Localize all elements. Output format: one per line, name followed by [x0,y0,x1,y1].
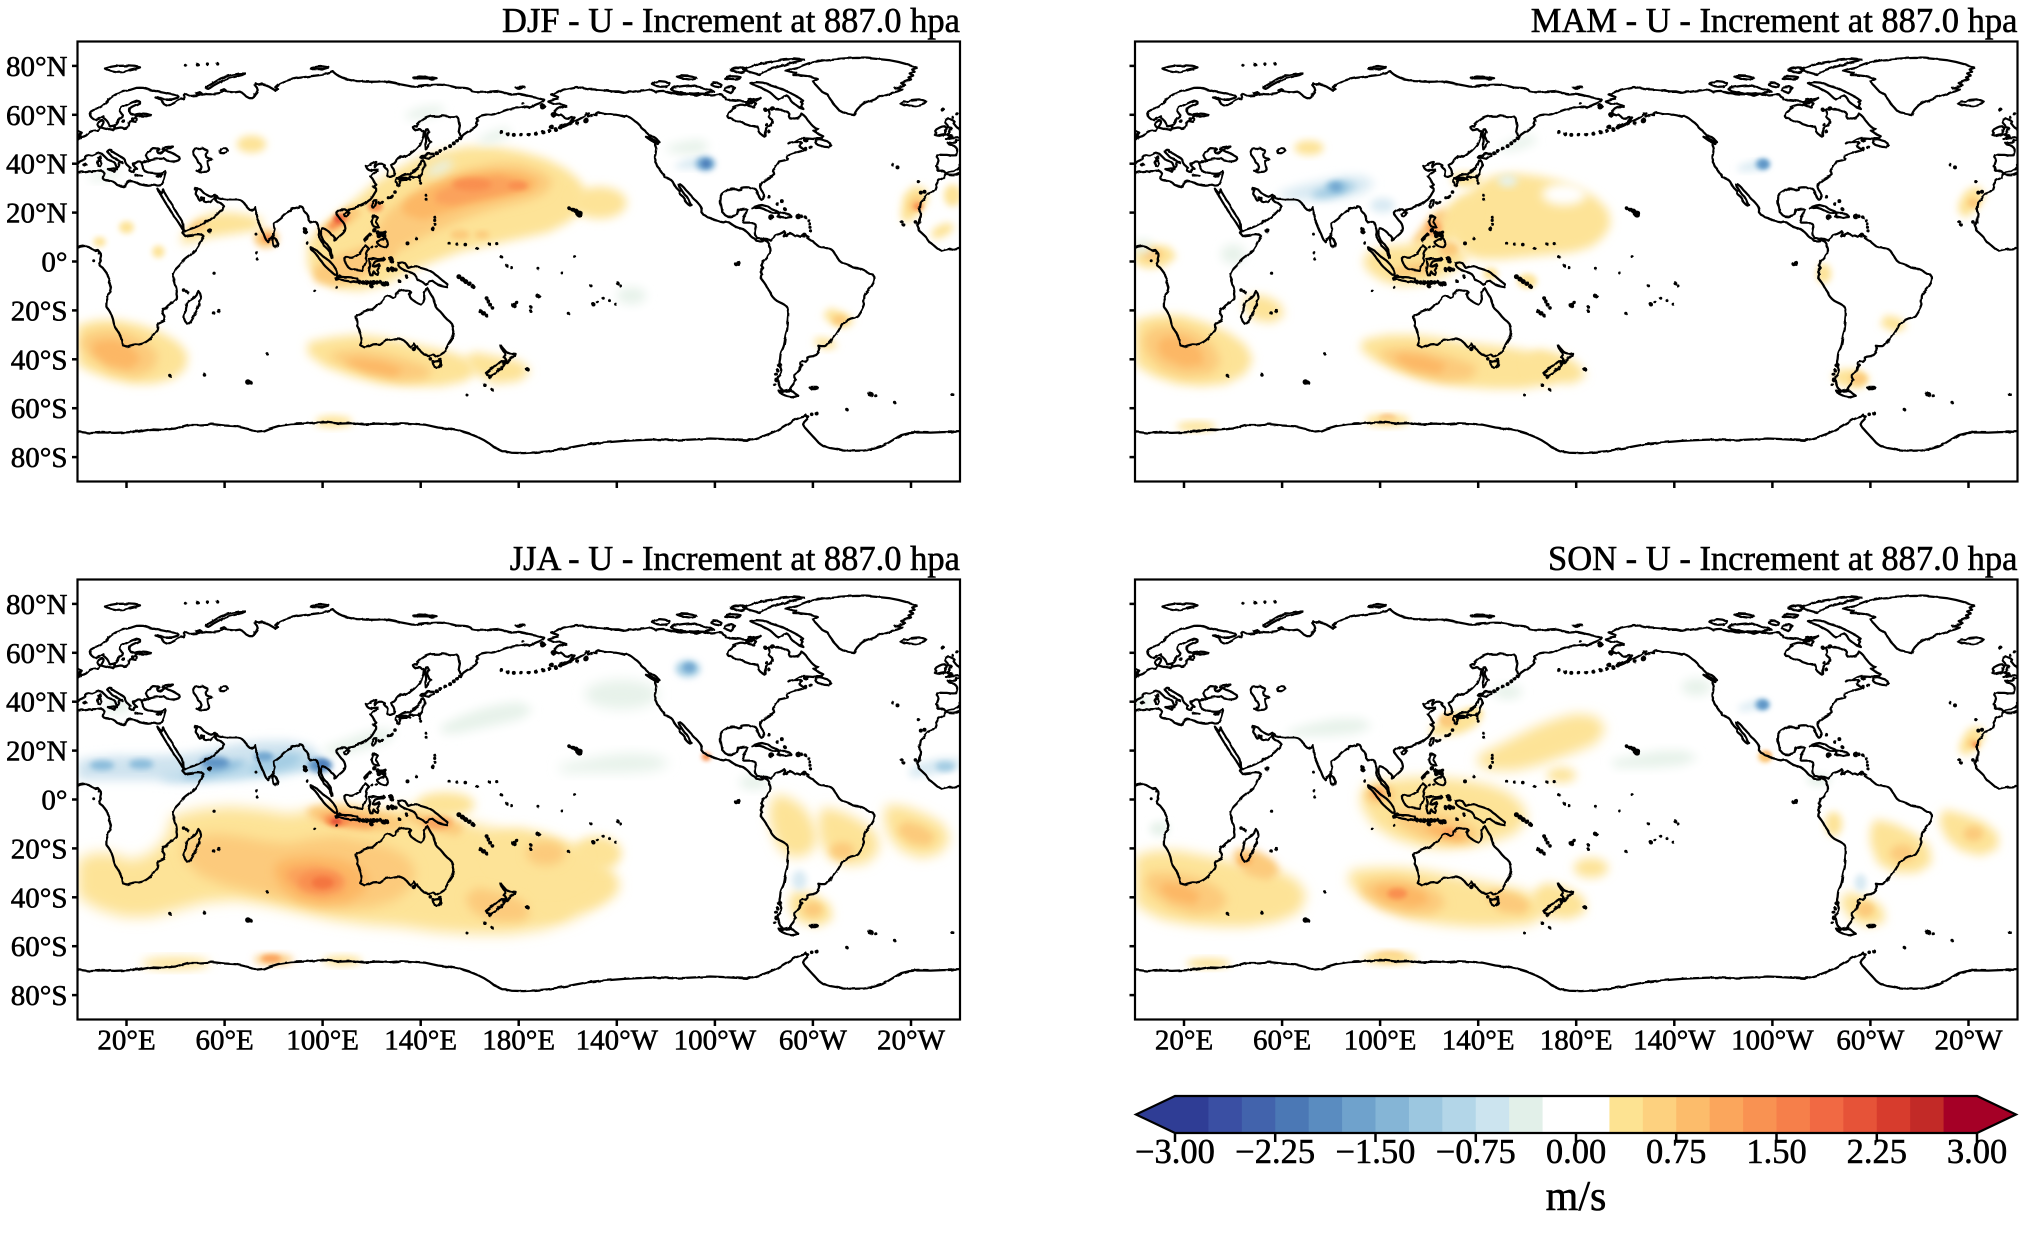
svg-text:180°E: 180°E [1540,1025,1613,1057]
svg-text:140°W: 140°W [576,1025,659,1057]
svg-text:20°W: 20°W [877,1025,946,1057]
svg-text:0°: 0° [41,247,67,279]
svg-text:100°W: 100°W [674,1025,757,1057]
svg-text:60°S: 60°S [11,931,68,963]
svg-text:20°S: 20°S [11,295,68,327]
svg-text:100°E: 100°E [1344,1025,1417,1057]
svg-text:140°E: 140°E [1442,1025,1515,1057]
svg-text:20°S: 20°S [11,833,68,865]
svg-text:60°E: 60°E [1253,1025,1311,1057]
svg-text:80°N: 80°N [6,51,68,83]
svg-text:140°W: 140°W [1633,1025,1716,1057]
svg-text:60°N: 60°N [6,638,68,670]
svg-text:100°W: 100°W [1731,1025,1814,1057]
svg-text:180°E: 180°E [482,1025,555,1057]
svg-text:−2.25: −2.25 [1235,1133,1315,1171]
svg-text:60°W: 60°W [1836,1025,1905,1057]
svg-text:20°W: 20°W [1935,1025,2004,1057]
svg-text:JJA - U - Increment at 887.0 h: JJA - U - Increment at 887.0 hpa [510,540,960,578]
svg-text:2.25: 2.25 [1847,1133,1907,1171]
svg-text:40°N: 40°N [6,149,68,181]
svg-text:MAM - U - Increment at 887.0 h: MAM - U - Increment at 887.0 hpa [1531,2,2018,40]
svg-text:40°S: 40°S [11,882,68,914]
svg-text:−0.75: −0.75 [1436,1133,1516,1171]
svg-text:60°S: 60°S [11,393,68,425]
svg-text:3.00: 3.00 [1947,1133,2007,1171]
svg-text:SON - U - Increment at 887.0 h: SON - U - Increment at 887.0 hpa [1548,540,2017,578]
svg-text:0.00: 0.00 [1546,1133,1606,1171]
svg-text:DJF - U - Increment at 887.0 h: DJF - U - Increment at 887.0 hpa [502,2,960,40]
svg-text:0°: 0° [41,785,67,817]
svg-text:−1.50: −1.50 [1336,1133,1416,1171]
svg-text:m/s: m/s [1546,1174,1607,1220]
svg-text:20°N: 20°N [6,736,68,768]
svg-text:40°S: 40°S [11,344,68,376]
svg-text:1.50: 1.50 [1746,1133,1806,1171]
svg-text:−3.00: −3.00 [1135,1133,1215,1171]
svg-text:60°W: 60°W [779,1025,848,1057]
svg-text:140°E: 140°E [384,1025,457,1057]
svg-text:80°S: 80°S [11,442,68,474]
svg-text:100°E: 100°E [286,1025,359,1057]
svg-text:80°S: 80°S [11,980,68,1012]
svg-text:60°E: 60°E [195,1025,253,1057]
svg-text:80°N: 80°N [6,589,68,621]
svg-text:40°N: 40°N [6,687,68,719]
svg-text:60°N: 60°N [6,100,68,132]
svg-text:20°N: 20°N [6,198,68,230]
svg-text:0.75: 0.75 [1646,1133,1706,1171]
svg-text:20°E: 20°E [97,1025,155,1057]
svg-text:20°E: 20°E [1155,1025,1213,1057]
